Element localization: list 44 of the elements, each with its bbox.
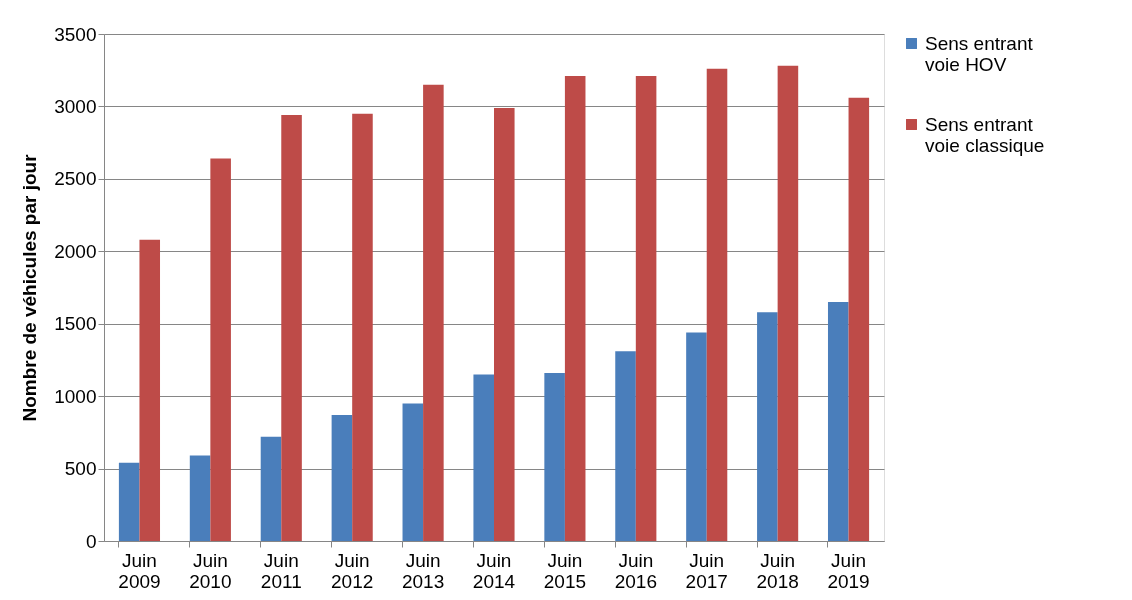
bar <box>281 115 302 541</box>
bar <box>494 107 515 541</box>
y-tick-label: 2500 <box>54 168 97 190</box>
bar <box>544 372 565 541</box>
y-tick-label: 1000 <box>54 385 97 407</box>
bar <box>260 436 282 541</box>
x-tick-label: Juin 2011 <box>260 549 302 592</box>
x-tick-label: Juin 2013 <box>401 549 445 592</box>
bar <box>210 158 231 541</box>
y-tick-label: 3500 <box>54 23 97 45</box>
y-tick-label: 0 <box>85 530 97 552</box>
bar <box>139 239 161 541</box>
x-tick-label: Juin 2010 <box>189 549 232 592</box>
y-tick-label: 2000 <box>54 240 97 262</box>
bar <box>564 76 586 541</box>
x-tick-label: Juin 2018 <box>756 549 799 592</box>
bar <box>757 312 778 541</box>
x-tick-label: Juin 2019 <box>827 549 870 592</box>
bar <box>402 403 424 541</box>
bar <box>686 332 707 541</box>
bar <box>189 455 211 541</box>
bar <box>423 84 444 541</box>
bar <box>615 351 636 541</box>
bar <box>473 374 494 541</box>
bar <box>706 68 728 541</box>
x-tick-label: Juin 2015 <box>543 549 587 592</box>
y-axis-title: Nombre de véhicules par jour <box>19 153 41 422</box>
bar <box>635 76 657 541</box>
y-tick-label: 1500 <box>54 313 97 335</box>
legend-label: Sens entrant voie classique <box>925 113 1045 156</box>
x-tick-label: Juin 2012 <box>331 549 374 592</box>
bar <box>352 113 373 541</box>
bar <box>118 462 140 541</box>
x-tick-label: Juin 2017 <box>685 549 728 592</box>
bar <box>848 97 870 541</box>
bar <box>331 414 353 541</box>
x-tick-label: Juin 2009 <box>118 549 161 592</box>
x-tick-label: Juin 2014 <box>472 549 516 592</box>
y-tick-label: 500 <box>64 458 97 480</box>
bar <box>777 65 799 541</box>
legend-label: Sens entrant voie HOV <box>925 32 1034 75</box>
bar <box>827 301 849 541</box>
y-tick-label: 3000 <box>54 95 97 117</box>
x-tick-label: Juin 2016 <box>614 549 657 592</box>
